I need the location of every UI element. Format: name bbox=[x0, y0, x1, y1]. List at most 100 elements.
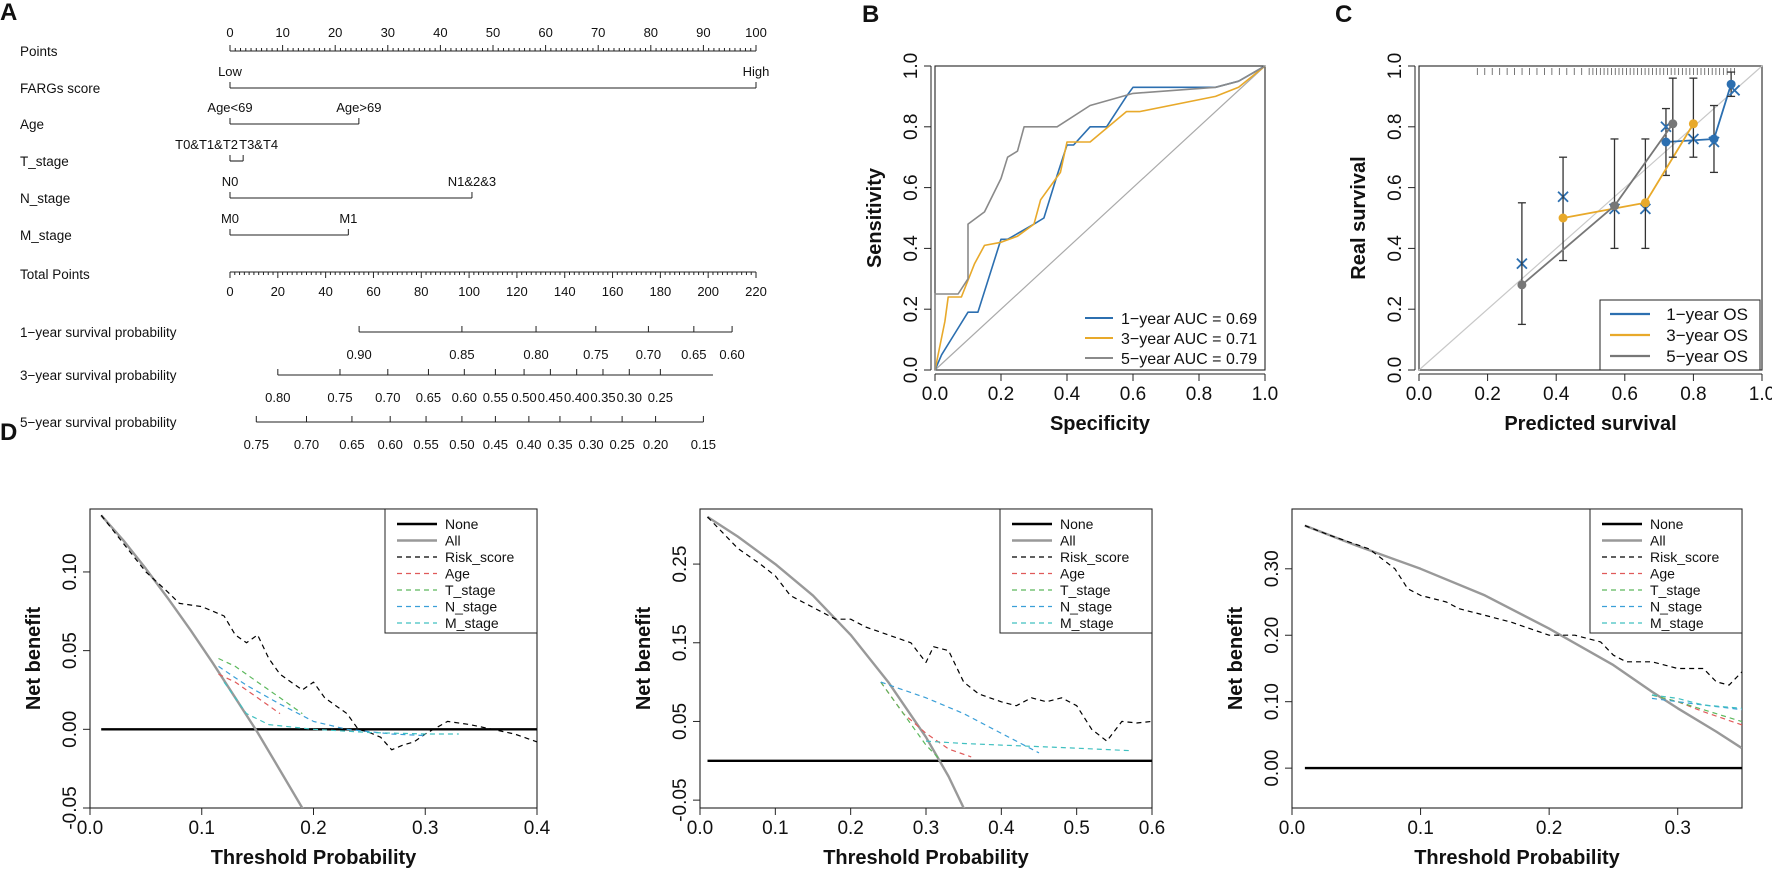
nomogram-tick-label: 10 bbox=[275, 25, 289, 40]
curve-risk-score bbox=[707, 516, 1152, 742]
dca-line bbox=[1651, 694, 1742, 723]
nomogram-row-label: Total Points bbox=[20, 267, 90, 282]
nomogram-prob-label: 0.50 bbox=[449, 437, 474, 452]
nomogram-row-label: T_stage bbox=[20, 154, 69, 169]
nomogram-prob-label: 0.40 bbox=[516, 437, 541, 452]
calibration-point bbox=[1688, 119, 1698, 129]
legend-label: 3−year OS bbox=[1666, 326, 1748, 345]
dca-line bbox=[100, 514, 537, 751]
nomogram-row-1-year-survival-probability: 1−year survival probability 0.90 0.85 0.80 0… bbox=[20, 325, 745, 362]
dca-line bbox=[880, 681, 972, 758]
legend-label: Risk_score bbox=[1060, 549, 1129, 565]
y-tick-label: 0.6 bbox=[901, 174, 922, 200]
nomogram-tick-label: 70 bbox=[591, 25, 605, 40]
y-tick-label: 0.4 bbox=[901, 235, 922, 262]
nomogram-prob-label: 0.55 bbox=[483, 390, 508, 405]
x-tick-label: 0.2 bbox=[1536, 818, 1562, 839]
chart-panel-d3: 0.0 0.1 0.2 0.3 0.00 0.10 0.20 0.30 Threshold Pr… bbox=[1225, 508, 1743, 869]
legend-label: T_stage bbox=[1650, 582, 1701, 598]
dca-line bbox=[706, 515, 966, 808]
legend-box bbox=[384, 508, 538, 634]
nomogram-tick-label: 100 bbox=[745, 25, 767, 40]
panel-label-c: C bbox=[1335, 1, 1352, 28]
nomogram-tick-label: 0 bbox=[226, 25, 233, 40]
x-tick-label: 0.4 bbox=[988, 818, 1015, 839]
nomogram-prob-label: 0.70 bbox=[294, 437, 319, 452]
dca-line bbox=[880, 681, 1040, 754]
legend-label: T_stage bbox=[445, 582, 496, 598]
nomogram-level-label: M1 bbox=[339, 211, 357, 226]
dca-line bbox=[223, 681, 459, 735]
curve-n-stage bbox=[1651, 697, 1742, 711]
nomogram-prob-label: 0.30 bbox=[617, 390, 642, 405]
nomogram-tick-label: 90 bbox=[696, 25, 710, 40]
x-tick-label: 0.0 bbox=[922, 384, 948, 405]
nomogram-prob-label: 0.55 bbox=[413, 437, 438, 452]
chart-panel-b: 0.0 0.2 0.4 0.6 0.8 1.0 0.0 0.2 0.4 0.6 0.8 1.0 Spec… bbox=[864, 53, 1278, 435]
legend-box bbox=[1077, 298, 1257, 364]
nomogram-prob-label: 0.75 bbox=[583, 347, 608, 362]
nomogram-tick-label: 60 bbox=[538, 25, 552, 40]
y-axis-title: Net benefit bbox=[23, 606, 45, 710]
nomogram-row-fargs-score: FARGs score Low High bbox=[20, 64, 769, 96]
curve-t-stage bbox=[880, 681, 942, 762]
y-tick-label: 0.0 bbox=[1385, 357, 1406, 383]
nomogram-prob-label: 0.60 bbox=[378, 437, 403, 452]
nomogram-prob-label: 0.70 bbox=[375, 390, 400, 405]
x-tick-label: 0.6 bbox=[1120, 384, 1146, 405]
y-axis-title: Net benefit bbox=[633, 606, 655, 710]
nomogram-prob-label: 0.85 bbox=[449, 347, 474, 362]
nomogram-prob-label: 0.80 bbox=[265, 390, 290, 405]
nomogram-row-label: 3−year survival probability bbox=[20, 368, 177, 383]
x-tick-label: 0.5 bbox=[1063, 818, 1089, 839]
nomogram-level-label: T0&T1&T2 bbox=[175, 137, 238, 152]
calibration-cross bbox=[1728, 84, 1741, 96]
curve-m-stage bbox=[223, 681, 459, 735]
calibration-line bbox=[1665, 83, 1732, 143]
chart-panel-d2: 0.0 0.1 0.2 0.3 0.4 0.5 0.6 -0.05 0.05 0.15 0.25 Th… bbox=[633, 508, 1165, 869]
plot-frame bbox=[934, 65, 1266, 371]
x-axis-title: Specificity bbox=[1050, 413, 1151, 435]
x-tick-label: 0.0 bbox=[1406, 384, 1432, 405]
y-tick-label: 0.00 bbox=[60, 711, 81, 748]
dca-line bbox=[1651, 694, 1742, 709]
x-tick-label: 0.0 bbox=[1279, 818, 1305, 839]
nomogram-tick-label: 20 bbox=[328, 25, 342, 40]
legend-label: N_stage bbox=[1060, 599, 1112, 615]
panel-label-b: B bbox=[862, 1, 879, 28]
nomogram-prob-label: 0.30 bbox=[578, 437, 603, 452]
curve-t-stage bbox=[218, 657, 303, 715]
nomogram-prob-label: 0.65 bbox=[681, 347, 706, 362]
nomogram-tick-label: 200 bbox=[697, 284, 719, 299]
y-tick-label: 0.05 bbox=[670, 703, 691, 740]
y-tick-label: 0.10 bbox=[1262, 683, 1283, 720]
legend: 1−year AUC = 0.69 3−year AUC = 0.71 5−year… bbox=[1077, 298, 1257, 368]
nomogram-tick-label: 40 bbox=[318, 284, 332, 299]
y-tick-label: 0.30 bbox=[1262, 550, 1283, 587]
legend-label: M_stage bbox=[1650, 615, 1704, 631]
dca-line bbox=[218, 657, 303, 715]
x-tick-label: 0.8 bbox=[1186, 384, 1212, 405]
nomogram-prob-label: 0.40 bbox=[564, 390, 589, 405]
nomogram-row-label: Age bbox=[20, 117, 44, 132]
legend-label: 3−year AUC = 0.71 bbox=[1121, 331, 1257, 348]
x-axis-title: Threshold Probability bbox=[823, 847, 1029, 869]
nomogram-tick-label: 160 bbox=[602, 284, 624, 299]
rug-marks bbox=[1476, 68, 1735, 75]
x-tick-label: 0.4 bbox=[524, 818, 551, 839]
legend-label: None bbox=[445, 516, 479, 532]
y-tick-label: 0.2 bbox=[1385, 296, 1406, 322]
y-tick-label: -0.05 bbox=[60, 786, 81, 829]
y-tick-label: 0.4 bbox=[1385, 235, 1406, 262]
nomogram-tick-label: 120 bbox=[506, 284, 528, 299]
calibration-cross bbox=[1708, 136, 1720, 148]
x-tick-label: 1.0 bbox=[1252, 384, 1278, 405]
x-tick-label: 0.8 bbox=[1680, 384, 1706, 405]
calibration-series-1-year-os bbox=[1516, 71, 1741, 270]
legend-label: None bbox=[1060, 516, 1094, 532]
nomogram-level-label: Age>69 bbox=[336, 100, 381, 115]
nomogram-tick-label: 50 bbox=[486, 25, 500, 40]
nomogram-prob-label: 0.75 bbox=[244, 437, 269, 452]
nomogram-prob-label: 0.25 bbox=[609, 437, 634, 452]
nomogram-prob-label: 0.60 bbox=[452, 390, 477, 405]
